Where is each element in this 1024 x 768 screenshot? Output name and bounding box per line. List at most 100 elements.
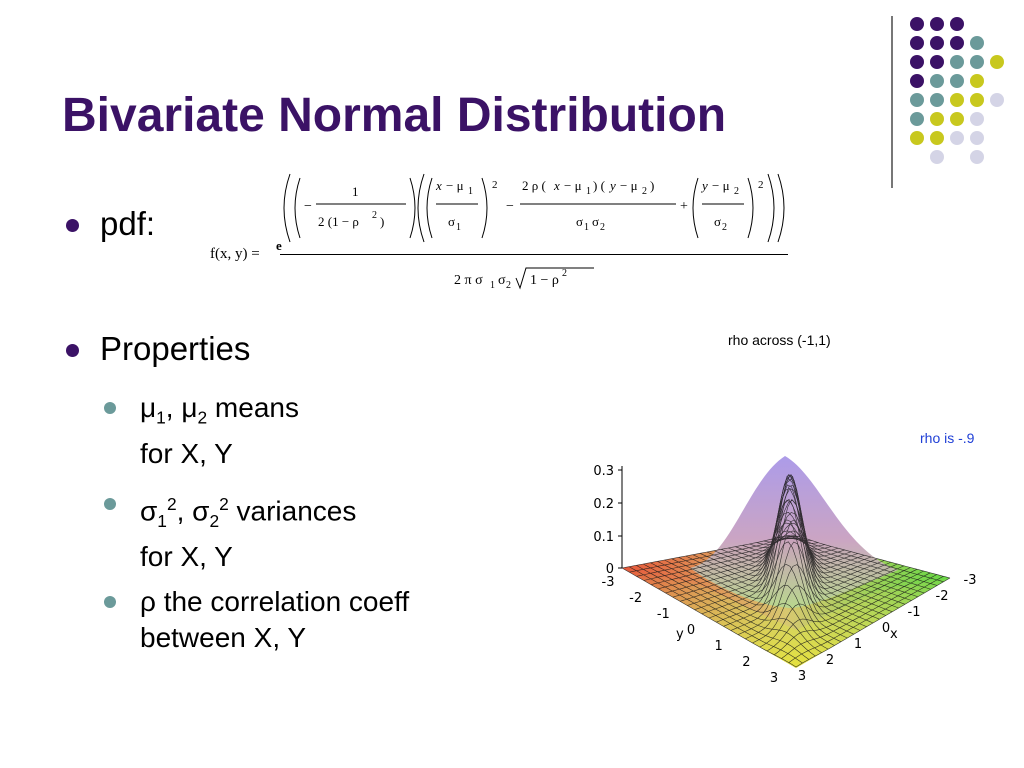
decorative-dot xyxy=(950,112,964,126)
decorative-dot xyxy=(970,36,984,50)
surface-mesh-line xyxy=(766,570,924,652)
equation-lhs: f(x, y) = xyxy=(210,246,260,262)
sub-bullet-correlation: ρ the correlation coeff between X, Y xyxy=(104,584,410,656)
svg-text:y: y xyxy=(700,178,708,193)
bullet-properties-label: Properties xyxy=(100,330,251,367)
svg-text:−: − xyxy=(506,199,514,214)
decorative-dot xyxy=(990,55,1004,69)
bullet-properties: Properties xyxy=(66,330,251,368)
bullet-dot-icon xyxy=(66,219,79,232)
decorative-dot xyxy=(950,74,964,88)
decorative-dot xyxy=(910,93,924,107)
x-axis-label: x xyxy=(890,627,898,642)
sub-bullet-means-line1: μ1, μ2 means xyxy=(140,392,299,428)
decorative-dot xyxy=(950,131,964,145)
slide-title: Bivariate Normal Distribution xyxy=(62,89,727,142)
sub-bullet-correlation-line1: ρ the correlation coeff xyxy=(140,586,410,617)
surface-mesh-line xyxy=(791,534,951,579)
svg-text:− μ: − μ xyxy=(712,178,730,193)
y-axis-label: y xyxy=(676,627,684,642)
surface-plot: 0 0.1 0.2 0.3 -3 -2 -1 0 1 2 3 y 3 2 1 0 -1 -2 -3 x xyxy=(593,456,977,685)
sub-bullet-correlation-line2: between X, Y xyxy=(140,622,307,653)
surface-mesh-line xyxy=(788,576,944,663)
decorative-dot xyxy=(970,74,984,88)
svg-text:σ: σ xyxy=(592,214,599,229)
surface-mesh-line xyxy=(795,577,951,668)
x-tick-label: 3 xyxy=(798,669,806,684)
svg-text:+: + xyxy=(680,199,688,214)
decorative-dot xyxy=(910,74,924,88)
decorative-dot xyxy=(930,150,944,164)
decorative-dot xyxy=(910,131,924,145)
sub-bullet-means: μ1, μ2 means for X, Y xyxy=(104,390,299,472)
decorative-dot xyxy=(950,55,964,69)
svg-text:2 π σ: 2 π σ xyxy=(454,273,483,288)
svg-text:2 (1 − ρ: 2 (1 − ρ xyxy=(318,214,359,229)
svg-text:) (: ) ( xyxy=(593,178,605,193)
z-tick-label: 0.1 xyxy=(593,530,614,545)
surface-mesh-line xyxy=(774,572,931,656)
svg-text:1: 1 xyxy=(584,222,589,233)
z-tick-label: 0 xyxy=(606,562,614,577)
decorative-dot-grid xyxy=(910,17,1004,164)
svg-text:2: 2 xyxy=(642,186,647,197)
svg-text:1: 1 xyxy=(352,184,359,199)
decorative-dot xyxy=(970,55,984,69)
svg-text:y: y xyxy=(608,178,616,193)
svg-text:1: 1 xyxy=(468,186,473,197)
decorative-dot xyxy=(910,36,924,50)
surface-peak xyxy=(690,456,898,608)
sub-bullet-variances-line2: for X, Y xyxy=(140,540,233,572)
decorative-dot xyxy=(930,93,944,107)
svg-text:σ: σ xyxy=(576,214,583,229)
surface-base-front xyxy=(622,568,950,668)
svg-text:− μ: − μ xyxy=(620,178,638,193)
decorative-dot xyxy=(930,131,944,145)
svg-text:2 ρ (: 2 ρ ( xyxy=(522,178,546,193)
svg-text:x: x xyxy=(435,178,442,193)
decorative-dot xyxy=(970,131,984,145)
svg-text:2: 2 xyxy=(562,268,567,279)
decorative-dot xyxy=(950,36,964,50)
x-tick-label: -3 xyxy=(964,573,977,588)
decorative-dot xyxy=(950,93,964,107)
sub-bullet-means-line2: for X, Y xyxy=(140,437,233,469)
svg-text:1: 1 xyxy=(456,222,461,233)
sub-bullet-variances: σ12, σ22 variances for X, Y xyxy=(104,486,356,575)
y-tick-label: 0 xyxy=(687,623,695,638)
decorative-dot xyxy=(970,112,984,126)
svg-text:− μ: − μ xyxy=(446,178,464,193)
y-tick-label: 3 xyxy=(770,671,778,685)
svg-text:1 − ρ: 1 − ρ xyxy=(530,273,559,288)
plot-title: rho across (-1,1) xyxy=(728,332,831,348)
svg-text:e: e xyxy=(276,238,282,252)
decorative-dot xyxy=(990,93,1004,107)
bullet-dot-icon xyxy=(66,344,79,357)
svg-text:σ: σ xyxy=(498,273,506,288)
equation-numerator: e − 1 2 (1 − ρ 2 ) x − μ 1 σ 1 2 − 2 ρ (… xyxy=(276,173,785,252)
bullet-pdf-label: pdf: xyxy=(100,205,156,242)
surface-mesh-line xyxy=(781,574,937,659)
equation-denominator: 2 π σ 1 σ 2 1 − ρ 2 xyxy=(454,267,594,291)
sub-bullet-dot-icon xyxy=(104,402,116,414)
svg-text:−: − xyxy=(304,199,312,214)
x-tick-label: 1 xyxy=(854,637,862,652)
x-tick-label: 2 xyxy=(826,653,834,668)
bullet-pdf: pdf: xyxy=(66,205,156,243)
sub-bullet-dot-icon xyxy=(104,498,116,510)
decorative-dot xyxy=(970,93,984,107)
svg-text:2: 2 xyxy=(758,179,764,191)
decorative-dot xyxy=(910,112,924,126)
svg-text:2: 2 xyxy=(734,186,739,197)
svg-text:σ: σ xyxy=(448,214,455,229)
svg-text:2: 2 xyxy=(372,210,377,221)
svg-text:− μ: − μ xyxy=(564,178,582,193)
svg-text:x: x xyxy=(553,178,560,193)
y-tick-label: 2 xyxy=(742,655,750,670)
decorative-divider xyxy=(891,16,893,188)
svg-text:2: 2 xyxy=(492,179,498,191)
sub-bullet-dot-icon xyxy=(104,596,116,608)
y-tick-label: -3 xyxy=(602,575,615,590)
equation-fraction-bar xyxy=(280,254,788,255)
